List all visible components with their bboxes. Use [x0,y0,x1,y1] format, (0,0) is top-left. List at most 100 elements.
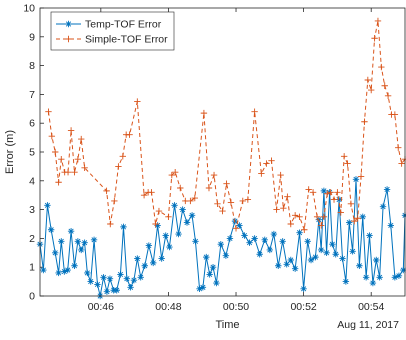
data-point [115,163,122,170]
data-point [55,179,62,186]
data-point [175,230,182,238]
data-point [366,232,373,239]
data-point [378,63,385,71]
data-point [48,132,56,140]
y-tick-label: 6 [29,118,35,130]
data-point [357,173,365,180]
data-point [179,206,186,213]
data-point [337,209,344,216]
data-point [291,212,299,219]
data-point [279,238,286,245]
data-point [261,236,268,244]
data-point [183,219,191,226]
data-point [58,238,65,245]
data-point [320,213,328,220]
data-point [150,259,157,267]
date-note: Aug 11, 2017 [337,319,399,331]
data-point [192,238,199,245]
data-point [111,197,118,205]
data-point [376,274,383,281]
data-point [324,190,331,197]
series-temp-tof-error [36,176,406,300]
data-point [165,213,172,220]
data-point [312,253,319,261]
data-point [263,160,270,167]
data-point [251,108,258,115]
data-point [117,271,124,278]
data-point [81,164,88,172]
data-point [275,262,282,269]
data-point [251,235,258,242]
data-point [145,242,153,249]
data-point [374,17,382,25]
data-point [330,196,338,203]
y-tick-label: 8 [29,60,35,72]
data-point [304,238,311,245]
data-point [100,274,107,281]
data-point [301,226,308,233]
data-point [200,109,208,117]
data-point [329,240,336,248]
data-point [67,127,75,134]
data-point [78,246,85,254]
data-point [320,187,328,195]
data-point [81,239,88,246]
data-point [71,262,78,269]
data-point [152,220,159,228]
y-axis-title: Error (m) [4,130,16,174]
data-point [344,160,351,167]
data-point [94,281,101,288]
y-tick-label: 0 [29,291,35,303]
data-point [270,230,278,238]
data-point [296,229,303,236]
data-point [45,108,52,115]
data-point [213,279,220,287]
legend-marker [65,35,72,43]
data-point [381,82,388,89]
y-tick-label: 3 [29,204,35,216]
data-point [391,111,399,118]
data-point [287,256,294,264]
axes-frame [39,7,406,297]
data-point [141,262,148,269]
data-point [47,226,55,233]
data-point [203,253,210,261]
data-point [84,269,91,277]
data-point [349,248,356,255]
data-point [71,168,78,176]
data-point [241,232,248,239]
data-point [52,249,59,256]
data-point [61,268,68,275]
data-point [90,236,98,244]
data-point [400,266,406,274]
data-point [352,176,360,183]
data-point [368,86,375,94]
y-tick-label: 2 [29,233,35,245]
x-tick-label: 00:48 [155,301,181,313]
data-point [171,168,179,176]
data-point [134,255,141,262]
data-point [309,189,317,196]
data-point [196,285,203,292]
legend-label: Simple-TOF Error [85,34,168,46]
data-point [214,200,221,208]
data-point [280,204,287,212]
data-point [354,215,361,222]
data-point [359,213,366,220]
data-point [356,262,363,269]
data-point [395,272,403,280]
data-point [266,246,274,254]
y-tick-label: 5 [29,147,35,159]
data-point [227,199,235,206]
data-point [395,144,402,151]
data-point [256,251,263,258]
data-point [205,184,213,192]
data-point [323,249,330,256]
data-point [137,274,144,281]
x-tick-label: 00:52 [290,301,316,313]
data-point [130,276,138,284]
data-point [134,98,141,105]
y-tick-label: 1 [29,262,35,274]
data-point [64,266,71,274]
